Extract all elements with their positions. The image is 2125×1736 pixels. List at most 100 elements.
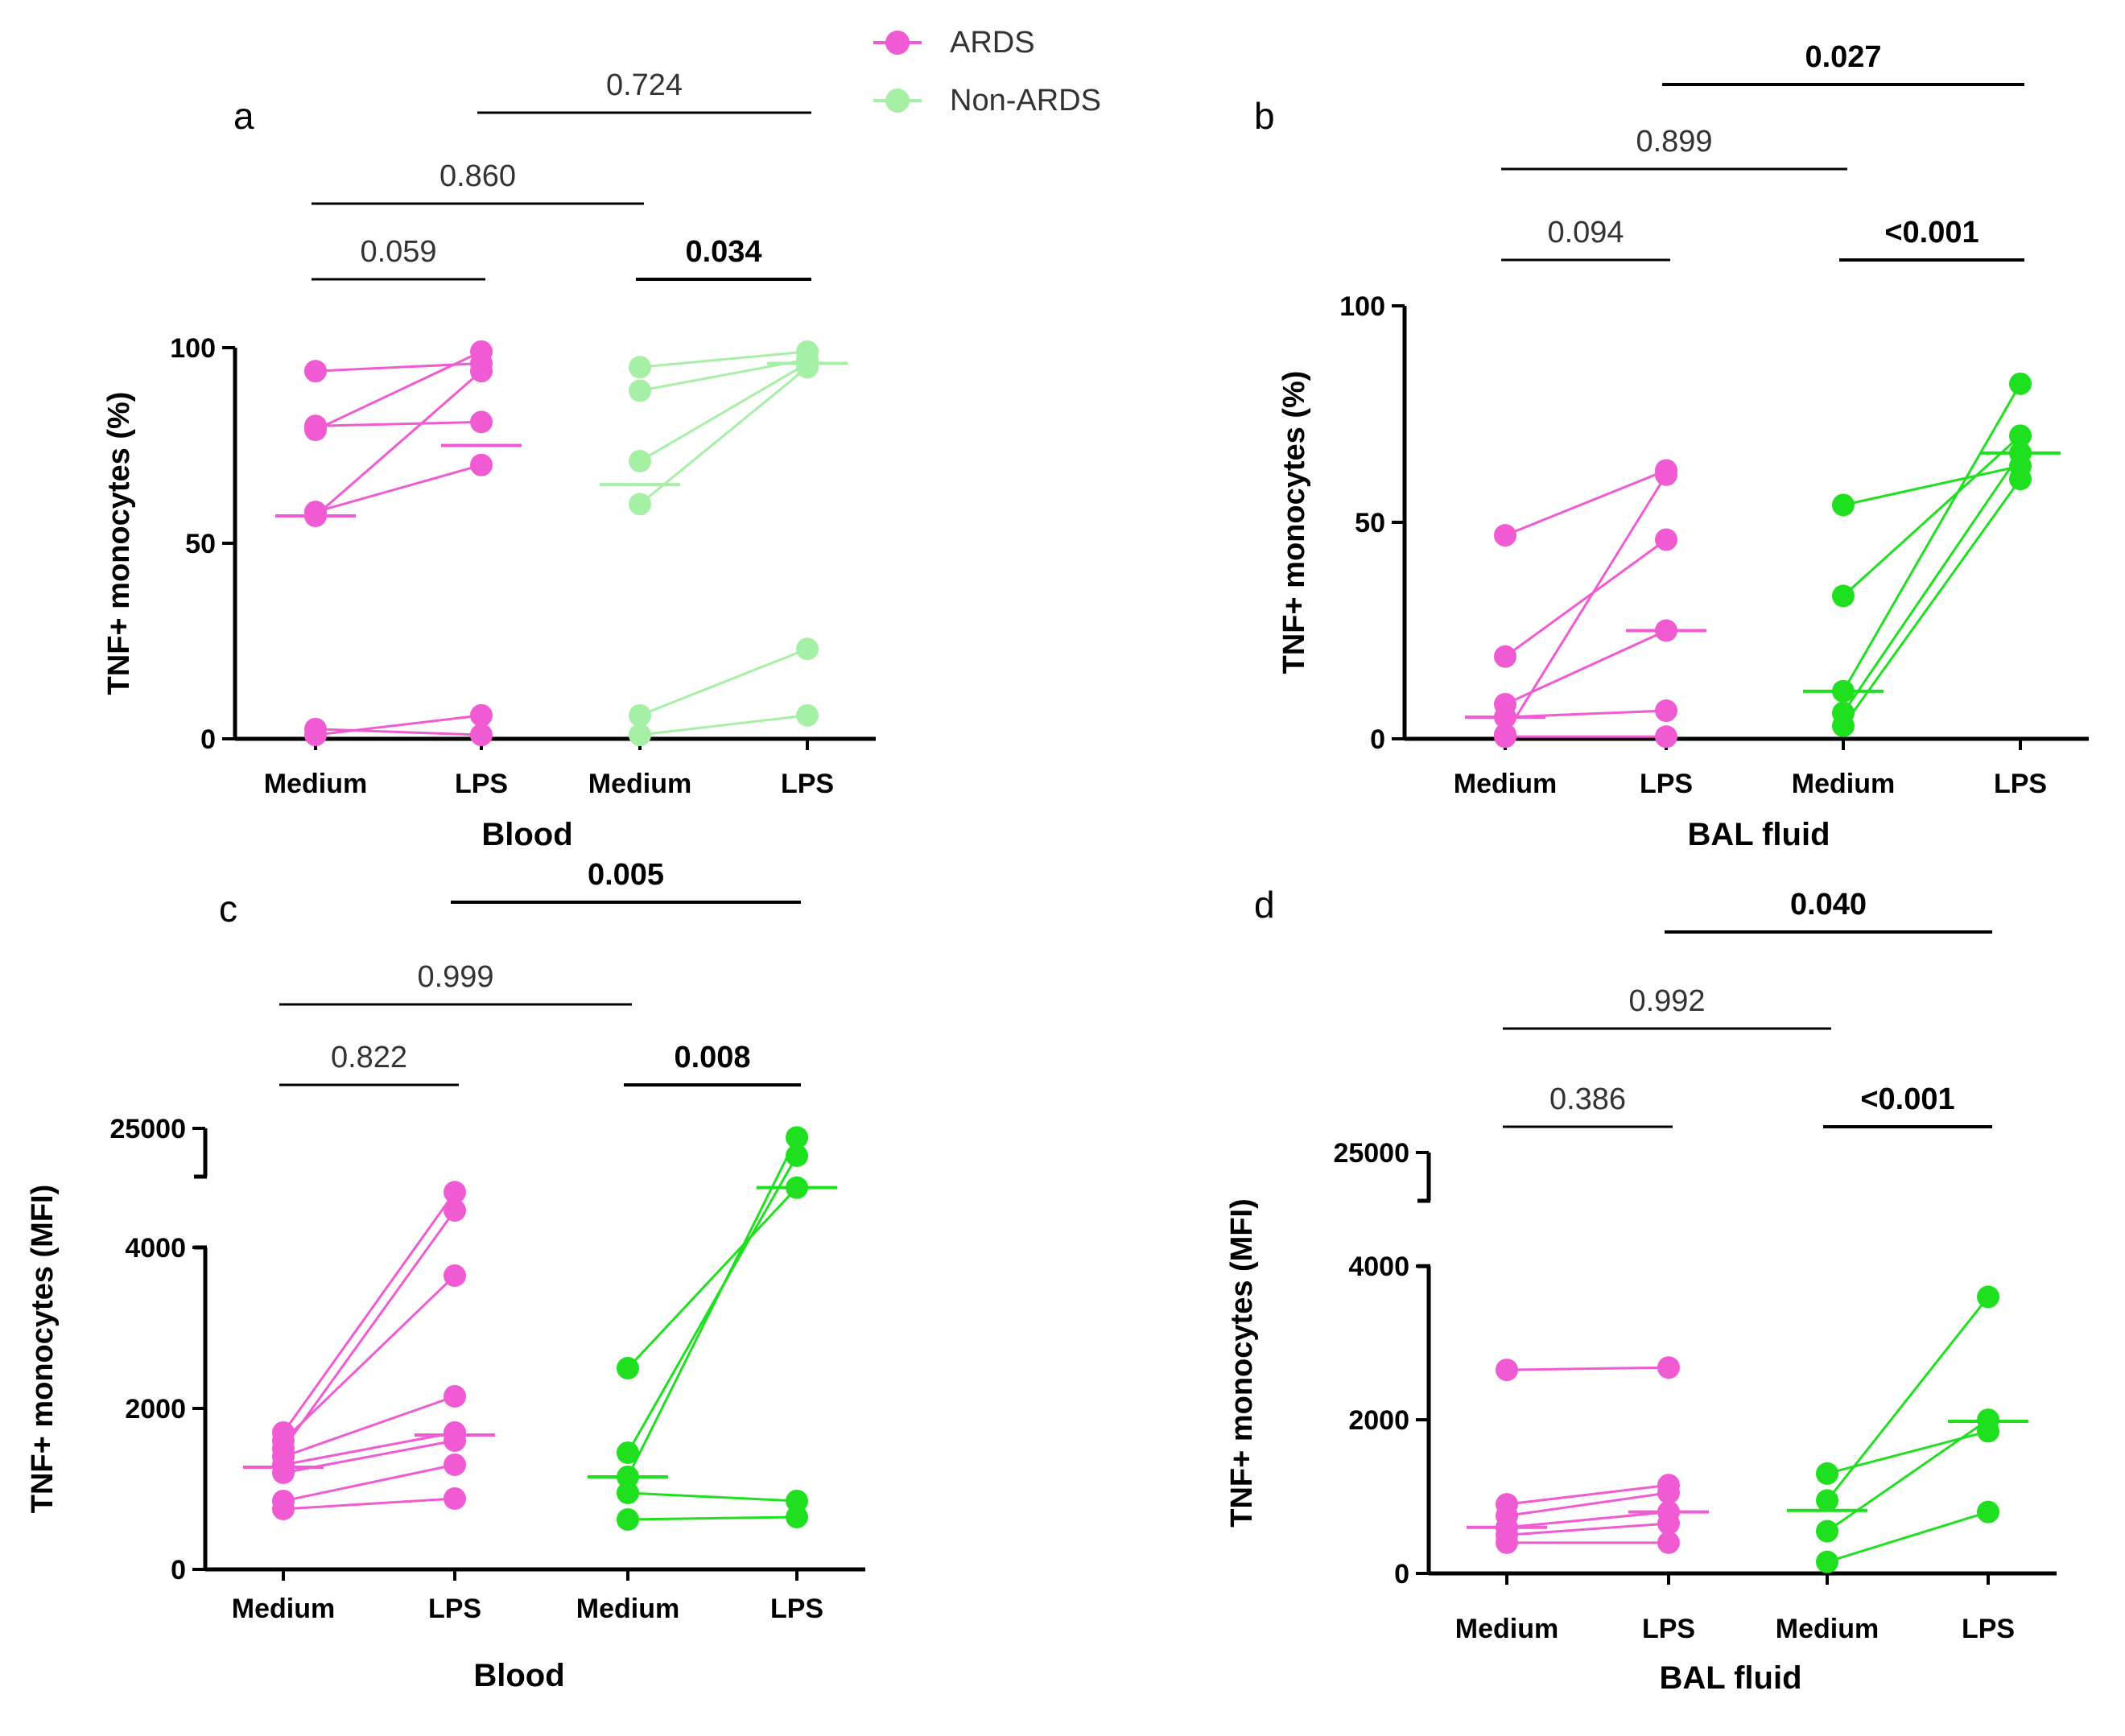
x-tick-label: LPS — [1994, 769, 2047, 799]
data-point — [1494, 524, 1516, 547]
y-tick-label: 4000 — [125, 1233, 186, 1264]
x-tick-label: Medium — [1454, 769, 1557, 799]
data-point — [617, 1356, 639, 1379]
x-axis-title: BAL fluid — [1659, 1660, 1801, 1696]
p-value-label: 0.094 — [1547, 216, 1624, 249]
x-axis-title: Blood — [473, 1658, 564, 1693]
data-point — [304, 419, 327, 442]
data-point — [1494, 725, 1516, 748]
data-point — [629, 724, 651, 747]
panel-label-b: b — [1254, 95, 1275, 137]
y-axis-title: TNF+ monocytes (MFI) — [26, 1185, 60, 1514]
paired-line — [639, 714, 808, 736]
data-point — [617, 1507, 639, 1531]
panels: a 0 50 100 Medium LPS Medium LPS Blood TNF+ monoc… — [26, 40, 2089, 1696]
p-value-label: 0.059 — [360, 235, 436, 269]
data-point — [1977, 1500, 1999, 1524]
p-value-label: 0.822 — [331, 1041, 407, 1074]
y-tick-label: 4000 — [1348, 1251, 1409, 1282]
data-point — [1977, 1285, 1999, 1309]
p-value-label: 0.992 — [1628, 984, 1705, 1018]
panel-c: c 0 2000 4000 25000 Medium LPS Medium LPS Blood TN… — [26, 858, 865, 1693]
paired-line — [1504, 538, 1667, 658]
panel-label-d: d — [1254, 884, 1275, 926]
paired-line — [315, 370, 482, 518]
data-point — [2009, 468, 2032, 491]
paired-line — [282, 1191, 456, 1433]
paired-line — [1506, 1491, 1669, 1517]
data-point — [470, 360, 493, 383]
x-tick-label: Medium — [576, 1594, 679, 1624]
x-tick-label: Medium — [588, 769, 691, 799]
paired-line — [1504, 469, 1667, 537]
paired-line — [1504, 629, 1667, 706]
data-point — [1655, 528, 1677, 551]
panel-b: b 0 50 100 Medium LPS Medium LPS BAL fluid TNF+ m… — [1254, 40, 2089, 852]
p-value-label: 0.027 — [1805, 40, 1881, 74]
paired-line — [315, 420, 482, 427]
paired-line — [315, 350, 482, 431]
data-point — [629, 356, 651, 379]
data-point — [444, 1453, 466, 1476]
paired-line — [1506, 1511, 1669, 1529]
x-tick-label: Medium — [232, 1594, 335, 1624]
data-point — [1496, 1531, 1518, 1554]
y-tick-label: 2000 — [125, 1394, 186, 1425]
y-axis-title: TNF+ monocytes (MFI) — [1225, 1198, 1259, 1528]
data-point — [444, 1198, 466, 1222]
paired-line — [1504, 474, 1668, 736]
data-point — [444, 1429, 466, 1452]
p-value-label: <0.001 — [1884, 216, 1979, 249]
paired-line — [627, 1515, 798, 1521]
data-point — [2009, 424, 2032, 447]
paired-line — [282, 1210, 456, 1449]
paired-line — [626, 1186, 798, 1370]
legend-ards-marker — [885, 31, 910, 55]
paired-line — [283, 1431, 456, 1466]
y-tick-label: 50 — [1355, 508, 1385, 538]
data-point — [1655, 699, 1677, 723]
data-point — [470, 724, 493, 747]
paired-line — [315, 714, 482, 736]
data-point — [1657, 1531, 1680, 1554]
paired-line — [1842, 464, 2021, 506]
p-value-label: 0.999 — [417, 960, 493, 994]
data-point — [470, 340, 493, 363]
data-point — [1832, 714, 1855, 737]
data-point — [304, 724, 327, 747]
y-tick-label: 100 — [170, 333, 216, 364]
paired-line — [1826, 1511, 1989, 1564]
data-point — [1816, 1462, 1838, 1485]
paired-line — [639, 350, 808, 369]
data-point — [1657, 1481, 1680, 1504]
data-point — [1832, 493, 1855, 517]
paired-line — [639, 366, 808, 505]
paired-line — [1842, 383, 2022, 692]
paired-line — [1842, 435, 2022, 597]
data-point — [272, 1497, 295, 1520]
y-tick-label: 25000 — [1333, 1138, 1409, 1169]
paired-line — [315, 464, 482, 513]
data-point — [444, 1181, 466, 1204]
paired-line — [1506, 1366, 1669, 1371]
data-point — [617, 1441, 639, 1464]
data-point — [1494, 645, 1516, 668]
paired-line — [315, 728, 482, 736]
data-point — [796, 637, 819, 661]
y-tick-label: 50 — [185, 529, 216, 559]
paired-line — [627, 1491, 798, 1503]
y-tick-label: 2000 — [1348, 1405, 1409, 1436]
x-axis-title: BAL fluid — [1687, 817, 1830, 852]
p-value-label: 0.005 — [588, 858, 664, 892]
x-tick-label: LPS — [781, 769, 834, 799]
y-tick-label: 0 — [1370, 724, 1385, 755]
data-point — [444, 1384, 466, 1408]
paired-line — [282, 1274, 456, 1442]
data-point — [470, 703, 493, 727]
data-point — [1816, 1520, 1838, 1543]
data-point — [796, 356, 819, 379]
data-point — [629, 493, 651, 516]
data-point — [304, 360, 327, 383]
x-tick-label: Medium — [1455, 1614, 1558, 1644]
y-tick-label: 100 — [1339, 291, 1385, 322]
